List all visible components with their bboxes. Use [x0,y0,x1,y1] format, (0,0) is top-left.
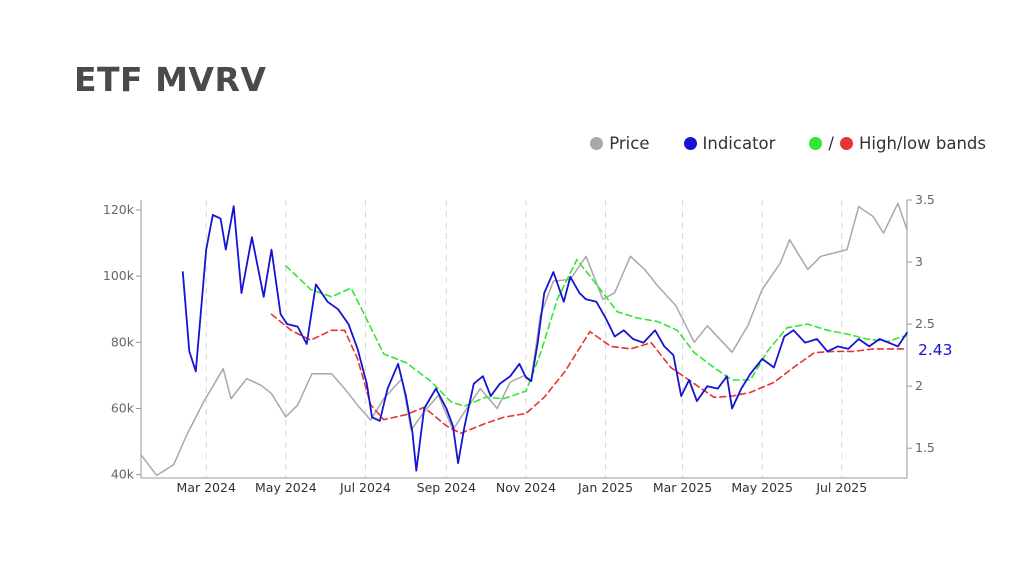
legend-label-price: Price [609,134,650,153]
y-left-tick-label: 40k [111,467,135,482]
legend-label-bands: High/low bands [858,134,986,153]
low-band-dot-icon [839,137,853,150]
high-band-dot-icon [809,137,823,150]
y-left-tick-label: 80k [111,334,135,349]
series-line-indicator [181,205,908,472]
series-line-price [140,202,908,477]
legend-separator: / [828,134,834,153]
x-tick-label: Jan 2025 [577,480,633,495]
legend-item-price[interactable]: Price [590,134,650,153]
indicator-dot-icon [683,137,697,150]
series-line-low-band [270,313,908,435]
x-tick-label: Sep 2024 [417,480,476,495]
price-dot-icon [590,137,604,150]
x-tick-label: Nov 2024 [496,480,556,495]
page-title: ETF MVRV [74,60,267,99]
indicator-last-value-label: 2.43 [918,341,953,359]
chart-legend: Price Indicator / High/low bands [590,134,986,153]
x-tick-label: Jul 2025 [815,480,867,495]
y-left-tick-label: 100k [103,268,135,283]
y-right-tick-label: 3 [915,254,923,269]
y-right-tick-label: 1.5 [915,440,935,455]
legend-item-indicator[interactable]: Indicator [683,134,776,153]
x-tick-label: Mar 2025 [653,480,712,495]
y-left-tick-label: 120k [103,202,135,217]
legend-label-indicator: Indicator [702,134,776,153]
x-tick-label: Mar 2024 [177,480,236,495]
y-right-tick-label: 3.5 [915,192,935,207]
y-left-tick-label: 60k [111,401,135,416]
x-tick-label: May 2024 [255,480,317,495]
series-line-high-band [285,258,908,407]
x-tick-label: Jul 2024 [339,480,391,495]
x-tick-label: May 2025 [731,480,793,495]
y-right-tick-label: 2 [915,378,923,393]
y-right-tick-label: 2.5 [915,316,935,331]
legend-item-bands[interactable]: / High/low bands [809,134,986,153]
